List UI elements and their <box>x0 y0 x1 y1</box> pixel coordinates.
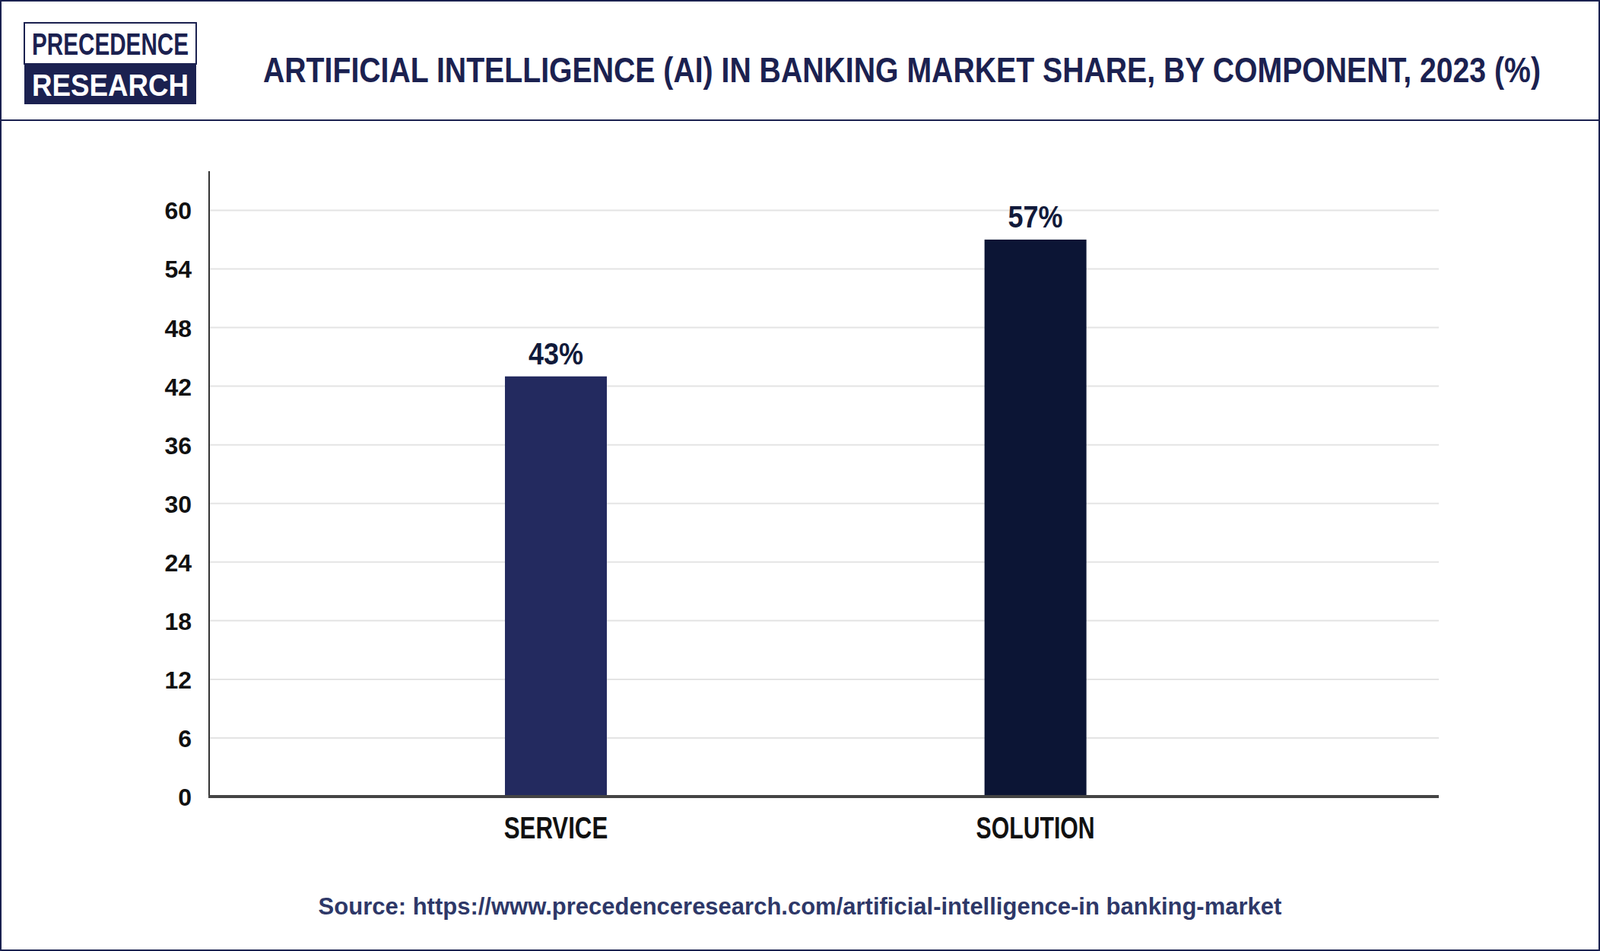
bar <box>504 376 607 797</box>
logo: PRECEDENCE RESEARCH <box>24 22 197 105</box>
chart: PRECEDENCE RESEARCH ARTIFICIAL INTELLIGENC… <box>0 0 1600 951</box>
x-tick-label: SERVICE <box>504 810 609 845</box>
grid-line <box>209 678 1439 680</box>
y-tick-label: 12 <box>164 666 192 694</box>
bar <box>984 239 1087 797</box>
grid-line <box>209 619 1439 622</box>
grid <box>209 209 1439 797</box>
y-tick-label: 30 <box>164 490 192 518</box>
grid-line <box>209 444 1439 446</box>
y-tick-label: 24 <box>164 549 192 577</box>
x-tick-label: SOLUTION <box>976 810 1096 845</box>
grid-line <box>209 267 1439 270</box>
y-tick-label: 36 <box>164 431 192 460</box>
grid-line <box>209 326 1439 329</box>
bars <box>504 239 1087 797</box>
grid-line <box>209 561 1439 563</box>
y-tick-label: 54 <box>164 255 192 283</box>
y-tick-label: 60 <box>164 196 192 225</box>
grid-line <box>209 795 1439 797</box>
logo-bottom-box <box>24 63 197 105</box>
header-rule <box>0 119 1600 121</box>
y-tick-label: 48 <box>164 314 192 343</box>
source: Source: https://www.precedenceresearch.c… <box>318 892 1283 920</box>
frame <box>0 0 1600 950</box>
y-tick-label: 6 <box>177 724 192 753</box>
y-tick-label: 42 <box>164 373 192 401</box>
logo-text: PRECEDENCE <box>31 27 189 61</box>
y-tick-label: 18 <box>164 607 192 635</box>
logo-top-box <box>24 22 197 64</box>
y-tick-label: 0 <box>177 783 192 811</box>
grid-line <box>209 502 1439 505</box>
title: ARTIFICIAL INTELLIGENCE (AI) IN BANKING … <box>263 50 1541 90</box>
y-axis <box>208 171 210 797</box>
x-axis <box>208 794 1439 798</box>
chart-root: PRECEDENCE RESEARCH ARTIFICIAL INTELLIGENC… <box>0 0 1600 951</box>
data-label: 43% <box>528 336 584 371</box>
grid-line <box>209 209 1439 211</box>
data-label: 57% <box>1008 200 1064 234</box>
grid-line <box>209 736 1439 739</box>
grid-line <box>209 385 1439 388</box>
logo-text: RESEARCH <box>31 68 189 102</box>
